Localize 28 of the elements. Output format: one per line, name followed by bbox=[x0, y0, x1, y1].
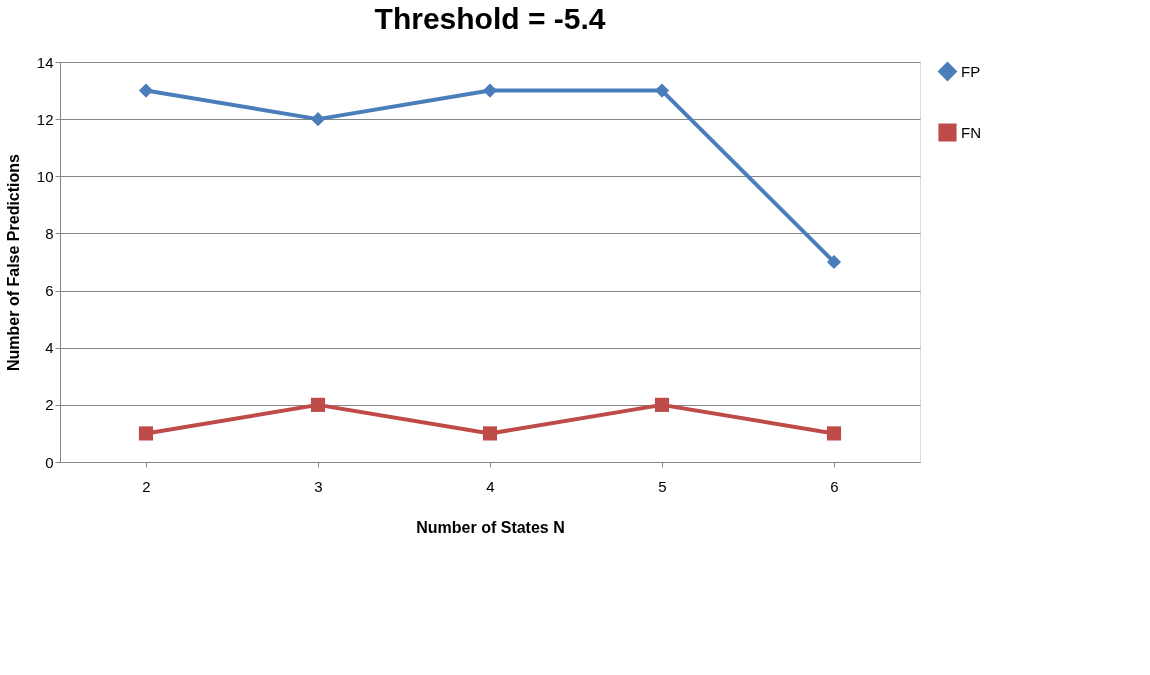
x-tick-label: 6 bbox=[830, 477, 839, 495]
x-axis-title: Number of States N bbox=[416, 518, 565, 536]
point bbox=[654, 83, 670, 98]
y-tick-label: 10 bbox=[36, 167, 54, 185]
y-tick-label: 4 bbox=[45, 339, 54, 357]
point bbox=[138, 83, 154, 98]
y-tick-label: 12 bbox=[36, 110, 54, 128]
y-axis-title: Number of False Predictions bbox=[4, 153, 22, 371]
y-tick-label: 0 bbox=[45, 453, 54, 471]
x-tick-label: 4 bbox=[486, 477, 495, 495]
y-tick-label: 14 bbox=[36, 53, 54, 71]
point bbox=[310, 112, 326, 127]
legend-label: FP bbox=[961, 62, 981, 80]
legend-label: FN bbox=[961, 123, 981, 141]
point bbox=[826, 254, 842, 270]
chart-title: Threshold = -5.4 bbox=[374, 2, 606, 35]
point bbox=[482, 426, 498, 441]
y-tick-label: 8 bbox=[45, 224, 54, 242]
x-tick-label: 3 bbox=[314, 477, 323, 495]
point bbox=[654, 397, 670, 412]
y-tick-label: 2 bbox=[45, 396, 54, 414]
point bbox=[310, 397, 326, 412]
x-tick-label: 2 bbox=[142, 477, 151, 495]
y-tick-label: 6 bbox=[45, 282, 54, 300]
point bbox=[138, 426, 154, 441]
point bbox=[482, 83, 498, 98]
x-tick-label: 5 bbox=[658, 477, 667, 495]
point bbox=[826, 426, 842, 441]
